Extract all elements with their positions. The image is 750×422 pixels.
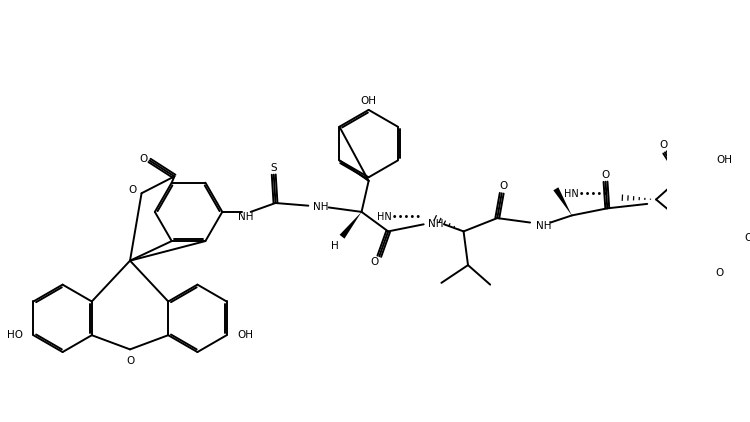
Polygon shape [554, 187, 572, 216]
Text: HN•••••: HN••••• [564, 189, 608, 199]
Text: OH: OH [237, 330, 254, 340]
Polygon shape [340, 212, 362, 239]
Text: NH: NH [428, 219, 443, 229]
Text: OH: OH [745, 233, 750, 243]
Text: HN•••••: HN••••• [376, 212, 421, 222]
Text: O: O [659, 141, 668, 150]
Text: O: O [602, 170, 610, 180]
Text: S: S [271, 163, 277, 173]
Text: OH: OH [716, 154, 733, 165]
Text: O: O [140, 154, 148, 164]
Text: O: O [500, 181, 508, 191]
Text: O: O [370, 257, 379, 268]
Text: NH: NH [238, 212, 254, 222]
Text: O: O [126, 356, 134, 366]
Text: H: H [331, 241, 339, 251]
Text: NH: NH [536, 221, 552, 231]
Text: HO: HO [7, 330, 22, 340]
Text: NH: NH [313, 203, 328, 212]
Text: O: O [716, 268, 724, 278]
Text: OH: OH [361, 96, 376, 106]
Text: O: O [128, 185, 136, 195]
